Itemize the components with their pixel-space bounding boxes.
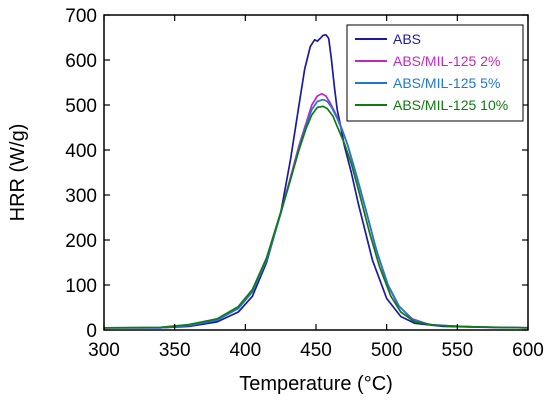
x-tick-label: 550	[441, 340, 473, 361]
legend-label-3: ABS/MIL-125 5%	[393, 75, 500, 91]
series-line-4	[104, 106, 528, 327]
y-tick-label: 600	[65, 51, 97, 72]
legend-label-1: ABS	[393, 31, 421, 47]
legend-label-4: ABS/MIL-125 10%	[393, 97, 508, 113]
x-axis-title: Temperature (°C)	[239, 373, 393, 395]
y-tick-label: 300	[65, 186, 97, 207]
y-tick-label: 0	[86, 321, 97, 342]
x-tick-label: 350	[159, 340, 191, 361]
series-line-2	[104, 94, 528, 328]
series-line-3	[104, 100, 528, 328]
y-tick-label: 700	[65, 6, 97, 27]
legend: ABS ABS/MIL-125 2% ABS/MIL-125 5% ABS/MIL-1…	[347, 25, 523, 121]
legend-label-2: ABS/MIL-125 2%	[393, 53, 500, 69]
x-tick-label: 500	[371, 340, 403, 361]
x-tick-label: 300	[88, 340, 120, 361]
y-axis-title: HRR (W/g)	[7, 124, 29, 222]
x-tick-label: 450	[300, 340, 332, 361]
y-tick-label: 500	[65, 96, 97, 117]
y-tick-label: 200	[65, 231, 97, 252]
x-tick-label: 400	[229, 340, 261, 361]
y-tick-label: 400	[65, 141, 97, 162]
y-tick-label: 100	[65, 276, 97, 297]
x-tick-label: 600	[512, 340, 544, 361]
